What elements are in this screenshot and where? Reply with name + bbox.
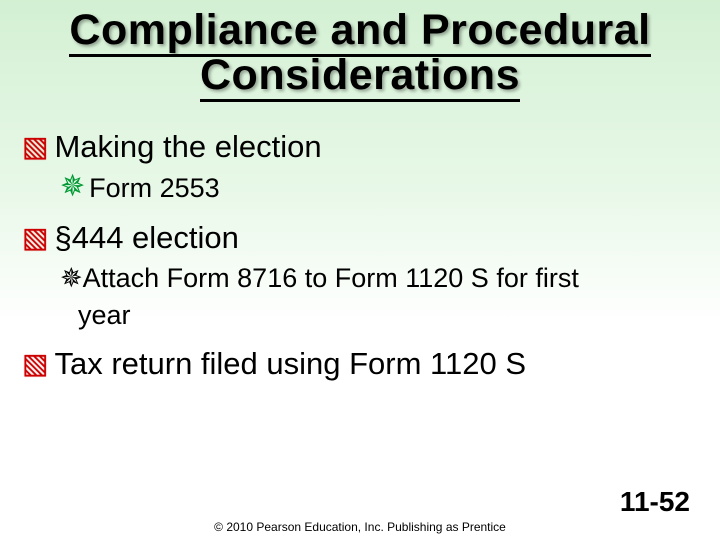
square-bullet-icon: ▧ xyxy=(22,220,48,255)
bullet-level1: ▧ §444 election xyxy=(22,217,700,259)
bullet-level1: ▧ Tax return filed using Form 1120 S xyxy=(22,343,700,385)
page-number: 11-52 xyxy=(620,486,690,518)
title-line-1: Compliance and Procedural xyxy=(69,6,650,57)
content-body: ▧ Making the election ✵ Form 2553 ▧ §444… xyxy=(20,126,700,385)
bullet-text: Tax return filed using Form 1120 S xyxy=(54,343,526,385)
bullet-text: Form 2553 xyxy=(89,170,220,206)
slide-title: Compliance and Procedural Considerations xyxy=(20,8,700,98)
square-bullet-icon: ▧ xyxy=(22,129,48,164)
bullet-text-continuation: year xyxy=(78,297,700,333)
bullet-level2: ✵ Attach Form 8716 to Form 1120 S for fi… xyxy=(60,260,700,333)
bullet-level1: ▧ Making the election xyxy=(22,126,700,168)
star-bullet-icon: ✵ xyxy=(60,260,83,296)
copyright-footer: © 2010 Pearson Education, Inc. Publishin… xyxy=(0,520,720,534)
slide: Compliance and Procedural Considerations… xyxy=(0,0,720,540)
bullet-text: Making the election xyxy=(54,126,321,168)
bullet-level2: ✵ Form 2553 xyxy=(60,170,700,206)
square-bullet-icon: ▧ xyxy=(22,346,48,381)
title-line-2: Considerations xyxy=(200,51,520,102)
bullet-text: §444 election xyxy=(54,217,238,259)
bullet-text: Attach Form 8716 to Form 1120 S for firs… xyxy=(83,260,579,296)
star-bullet-icon: ✵ xyxy=(60,172,85,202)
